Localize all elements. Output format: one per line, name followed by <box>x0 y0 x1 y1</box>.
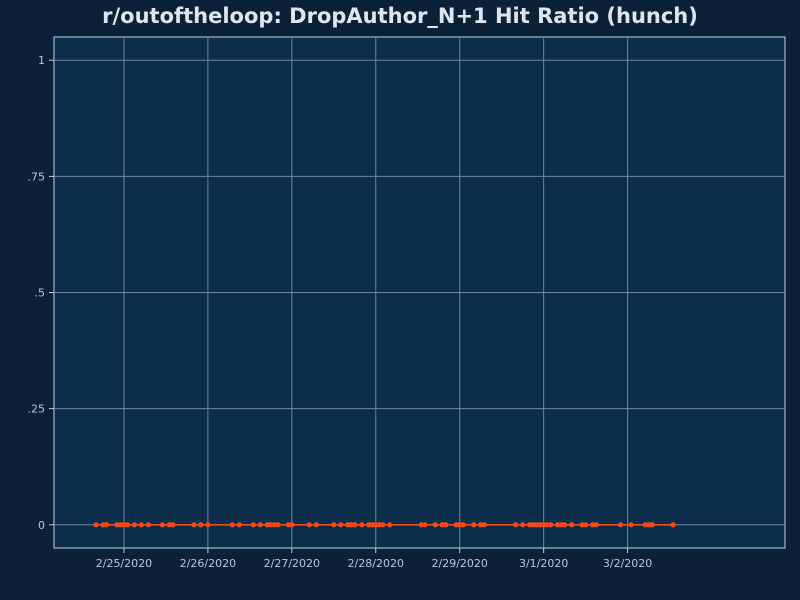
x-tick-label: 3/1/2020 <box>519 557 568 570</box>
data-point <box>338 522 344 528</box>
data-point <box>618 522 624 528</box>
x-axis-ticks: 2/25/2020 2/26/2020 2/27/2020 2/28/2020 2/29… <box>96 548 652 570</box>
y-tick-label: .5 <box>35 287 46 300</box>
data-point <box>306 522 312 528</box>
data-point <box>422 522 428 528</box>
x-tick-label: 2/26/2020 <box>180 557 236 570</box>
data-point <box>548 522 554 528</box>
data-point <box>380 522 386 528</box>
grid <box>54 37 785 548</box>
data-point <box>257 522 263 528</box>
data-point <box>229 522 235 528</box>
data-point <box>289 522 295 528</box>
data-point <box>159 522 166 528</box>
y-tick-label: 0 <box>38 519 45 532</box>
x-tick-label: 2/27/2020 <box>264 557 320 570</box>
data-point <box>569 522 575 528</box>
data-point <box>593 522 599 528</box>
data-point <box>198 522 204 528</box>
data-point <box>205 522 211 528</box>
data-point <box>443 522 449 528</box>
data-point <box>359 522 365 528</box>
data-point <box>138 522 145 528</box>
y-tick-label: .75 <box>28 170 46 183</box>
data-point <box>331 522 337 528</box>
data-point <box>103 522 110 528</box>
data-point <box>432 522 438 528</box>
data-point <box>275 522 281 528</box>
data-point <box>471 522 477 528</box>
y-tick-label: 1 <box>38 54 45 67</box>
data-point <box>93 522 99 528</box>
x-tick-label: 3/2/2020 <box>603 557 652 570</box>
chart-title: r/outoftheloop: DropAuthor_N+1 Hit Ratio… <box>102 4 698 28</box>
data-point <box>520 522 526 528</box>
data-point <box>583 522 589 528</box>
data-point <box>145 522 152 528</box>
data-point <box>670 522 676 528</box>
data-point <box>481 522 487 528</box>
data-point <box>131 522 138 528</box>
data-point <box>170 522 176 528</box>
data-point <box>352 522 358 528</box>
x-tick-label: 2/29/2020 <box>432 557 488 570</box>
data-point <box>124 522 131 528</box>
series-layer <box>93 522 676 528</box>
y-axis-ticks: 0 .25 .5 .75 1 <box>28 54 54 532</box>
data-point <box>236 522 242 528</box>
y-tick-label: .25 <box>28 403 46 416</box>
x-tick-label: 2/28/2020 <box>348 557 404 570</box>
data-point <box>191 522 197 528</box>
data-point <box>250 522 256 528</box>
data-point <box>649 522 655 528</box>
data-point <box>562 522 568 528</box>
x-tick-label: 2/25/2020 <box>96 557 152 570</box>
data-point <box>628 522 634 528</box>
data-point <box>387 522 393 528</box>
data-point <box>313 522 319 528</box>
data-point <box>460 522 466 528</box>
data-point <box>513 522 519 528</box>
